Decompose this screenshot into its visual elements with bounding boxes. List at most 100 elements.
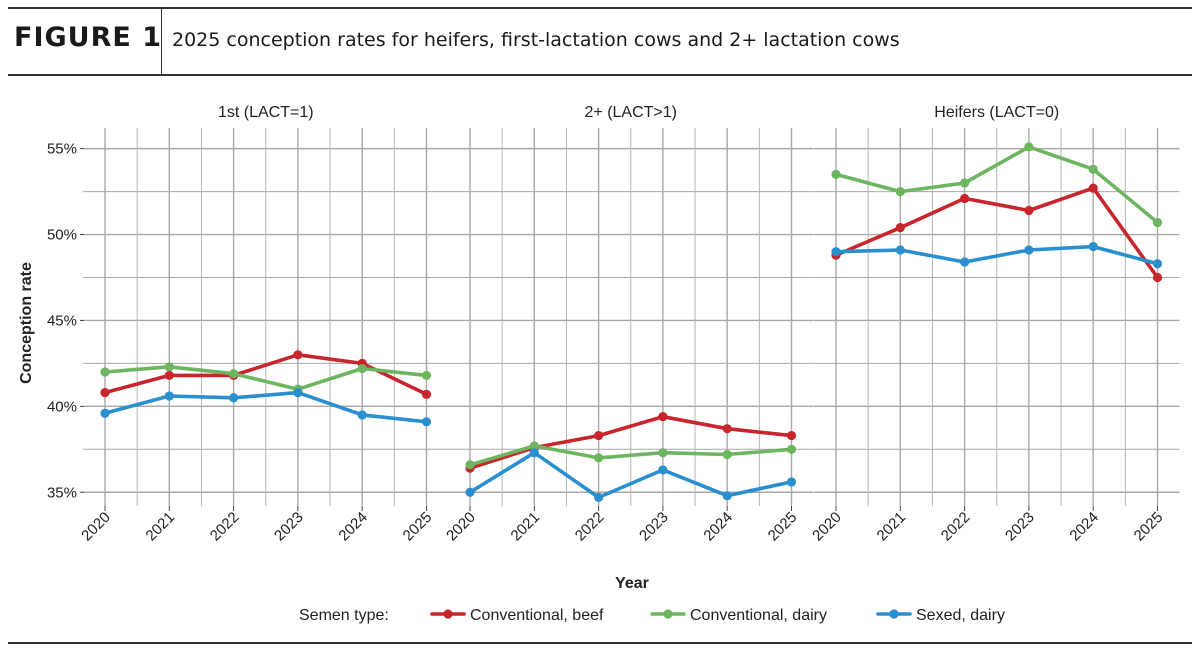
x-tick-label: 2023 bbox=[271, 509, 307, 545]
legend: Semen type: Conventional, beef Convention… bbox=[299, 607, 1005, 624]
data-point bbox=[786, 444, 797, 454]
data-point bbox=[100, 388, 110, 398]
x-tick-label: 2020 bbox=[809, 509, 845, 545]
legend-label: Conventional, dairy bbox=[690, 607, 827, 624]
x-tick-label: 2024 bbox=[700, 509, 736, 545]
data-point bbox=[357, 363, 367, 374]
x-tick-label: 2022 bbox=[938, 509, 974, 545]
series-line bbox=[834, 145, 1160, 225]
data-point bbox=[960, 178, 970, 188]
data-point bbox=[786, 430, 797, 441]
data-point bbox=[465, 487, 475, 497]
series-line bbox=[834, 186, 1160, 280]
data-point bbox=[960, 257, 970, 267]
legend-swatch-point bbox=[443, 609, 453, 619]
data-point bbox=[421, 389, 432, 399]
x-axis-title: Year bbox=[615, 575, 649, 592]
grid-layer bbox=[83, 128, 1180, 506]
data-point bbox=[100, 367, 110, 377]
legend-title: Semen type: bbox=[299, 607, 389, 624]
x-tick-label: 2020 bbox=[78, 509, 114, 545]
y-tick-label: 45% bbox=[47, 312, 77, 329]
x-tick-label: 2022 bbox=[207, 509, 243, 545]
series-line bbox=[103, 390, 429, 424]
legend-swatch-point bbox=[889, 609, 899, 619]
data-point bbox=[293, 350, 303, 360]
x-tick-label: 2025 bbox=[1131, 509, 1167, 545]
y-axis-title: Conception rate bbox=[18, 262, 35, 384]
facet-title: Heifers (LACT=0) bbox=[934, 104, 1059, 121]
x-tick-label: 2020 bbox=[443, 509, 479, 545]
data-point bbox=[722, 491, 732, 501]
data-point bbox=[1152, 272, 1163, 283]
data-point bbox=[658, 465, 668, 475]
series-line bbox=[103, 364, 429, 392]
y-tick-label: 55% bbox=[47, 141, 77, 158]
data-point bbox=[164, 391, 174, 401]
series-layer bbox=[100, 142, 1163, 503]
data-point bbox=[831, 169, 841, 179]
data-point bbox=[658, 448, 668, 458]
data-point bbox=[658, 412, 668, 422]
data-point bbox=[529, 448, 539, 458]
data-point bbox=[465, 460, 475, 470]
x-tick-label: 2024 bbox=[335, 509, 371, 545]
data-point bbox=[100, 408, 110, 418]
data-point bbox=[357, 410, 367, 420]
series-line bbox=[468, 450, 794, 500]
data-point bbox=[960, 193, 970, 204]
facet-title: 1st (LACT=1) bbox=[218, 104, 314, 121]
data-point bbox=[229, 369, 239, 379]
figure-label: FIGURE 1 bbox=[14, 22, 162, 53]
data-point bbox=[722, 424, 732, 434]
series-line bbox=[468, 444, 794, 467]
x-tick-label: 2025 bbox=[400, 509, 436, 545]
y-tick-label: 40% bbox=[47, 398, 77, 415]
x-tick-label: 2021 bbox=[874, 509, 910, 545]
data-point bbox=[1088, 183, 1098, 193]
data-point bbox=[1024, 205, 1034, 216]
data-point bbox=[895, 245, 905, 255]
legend-label: Conventional, beef bbox=[470, 607, 604, 624]
data-point bbox=[1088, 164, 1098, 174]
x-tick-label: 2024 bbox=[1066, 509, 1102, 545]
data-point bbox=[1152, 259, 1163, 269]
x-tick-label: 2021 bbox=[143, 509, 179, 545]
legend-swatch-point bbox=[663, 609, 673, 619]
data-point bbox=[293, 388, 303, 398]
tick-layer: 1st (LACT=1) 2020 2021 2022 2023 2024 2025 2+ (… bbox=[47, 104, 1166, 544]
data-point bbox=[895, 223, 905, 233]
data-point bbox=[594, 430, 604, 441]
y-tick-label: 50% bbox=[47, 227, 77, 244]
data-point bbox=[164, 362, 174, 372]
data-point bbox=[529, 441, 539, 451]
x-tick-label: 2023 bbox=[1002, 509, 1038, 545]
series-line bbox=[834, 244, 1160, 266]
data-point bbox=[421, 370, 432, 381]
series-line bbox=[468, 414, 794, 471]
data-point bbox=[722, 449, 732, 460]
header-divider bbox=[161, 9, 162, 74]
x-tick-label: 2022 bbox=[572, 509, 608, 545]
data-point bbox=[594, 453, 604, 463]
legend-label: Sexed, dairy bbox=[916, 607, 1005, 624]
data-point bbox=[1024, 142, 1034, 152]
bottom-rule bbox=[8, 642, 1192, 644]
data-point bbox=[1088, 241, 1098, 252]
x-tick-label: 2023 bbox=[636, 509, 672, 545]
data-point bbox=[421, 417, 432, 427]
data-point bbox=[895, 186, 905, 197]
x-tick-label: 2025 bbox=[765, 509, 801, 545]
data-point bbox=[164, 370, 174, 381]
x-tick-label: 2021 bbox=[508, 509, 544, 545]
facet-title: 2+ (LACT>1) bbox=[585, 104, 677, 121]
header-rule bbox=[8, 74, 1192, 76]
data-point bbox=[1152, 217, 1163, 228]
data-point bbox=[831, 247, 841, 257]
top-rule bbox=[8, 7, 1192, 9]
y-tick-label: 35% bbox=[47, 484, 77, 501]
data-point bbox=[786, 477, 797, 487]
figure-title: 2025 conception rates for heifers, first… bbox=[172, 29, 900, 51]
data-point bbox=[1024, 245, 1034, 255]
